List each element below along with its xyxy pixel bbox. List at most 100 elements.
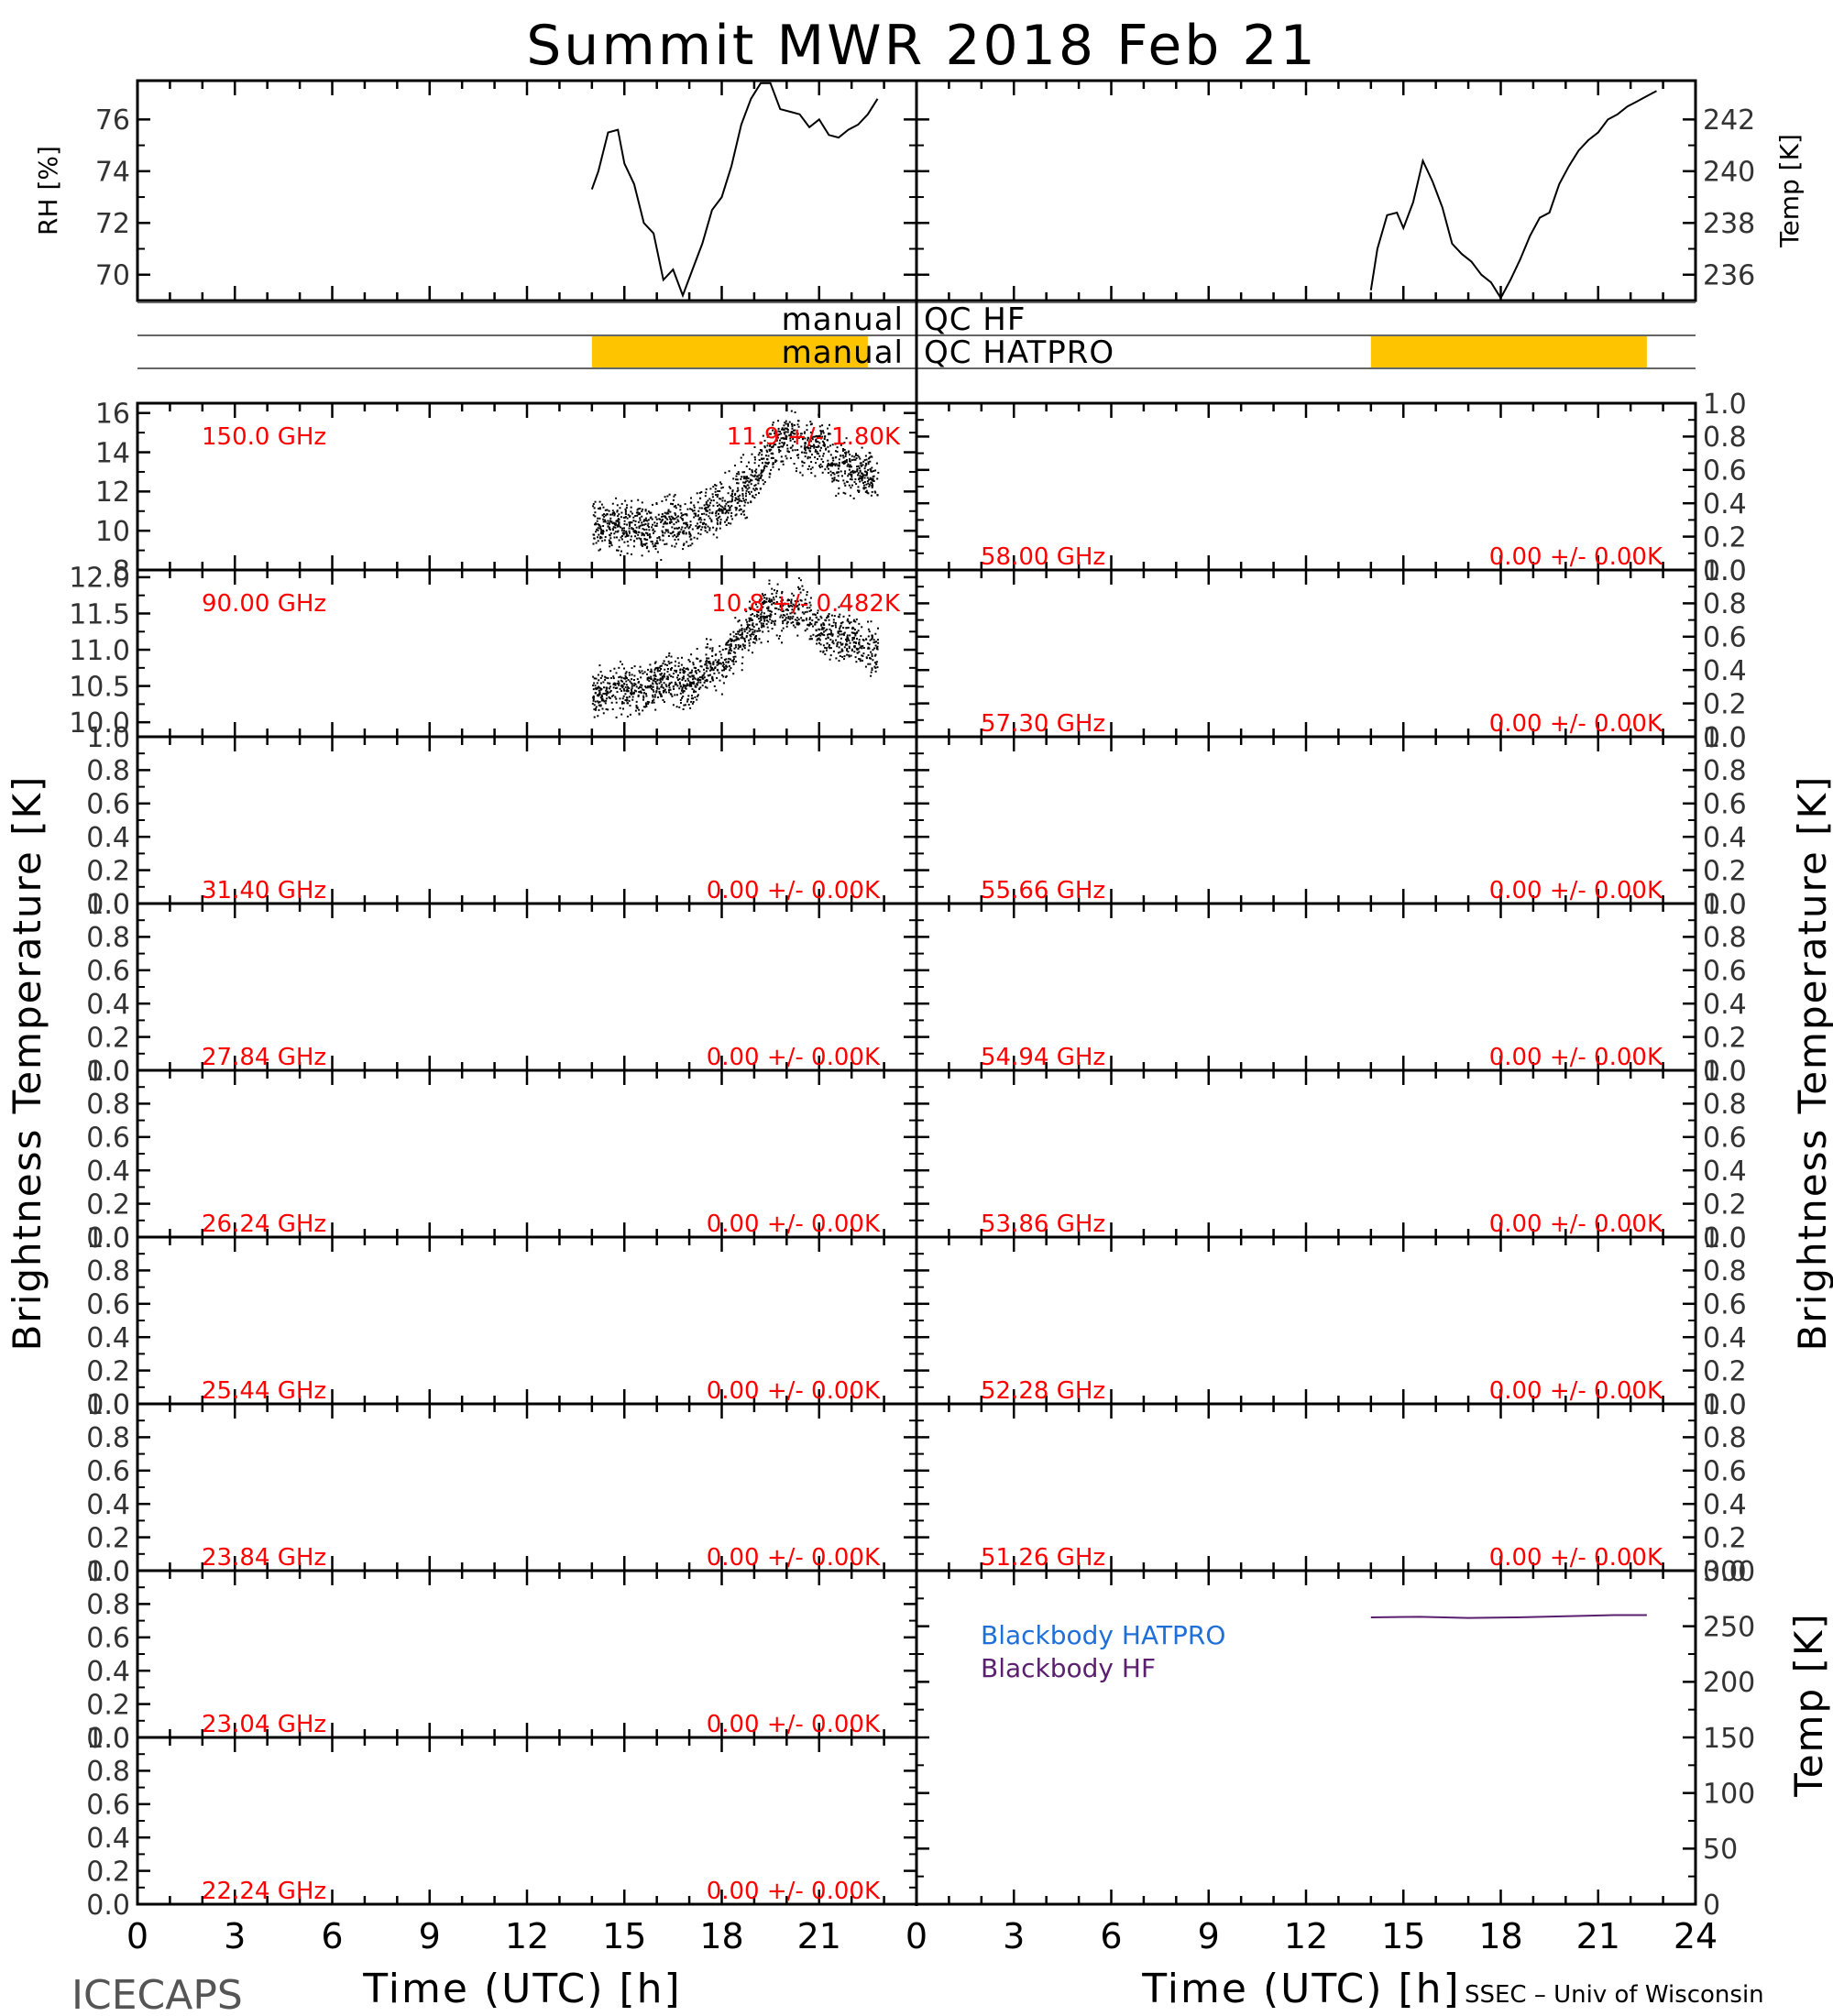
sample-point bbox=[671, 503, 674, 506]
sample-point bbox=[838, 487, 840, 489]
sample-point bbox=[754, 493, 757, 496]
sample-point bbox=[604, 678, 607, 681]
footer-icecaps: ICECAPS bbox=[71, 1972, 243, 2016]
sample-point bbox=[599, 528, 602, 531]
y-tick-label: 242 bbox=[1703, 104, 1755, 137]
sample-point bbox=[631, 667, 633, 669]
sample-point bbox=[859, 480, 862, 483]
sample-point bbox=[705, 523, 708, 526]
sample-point bbox=[654, 680, 657, 683]
sample-point bbox=[752, 475, 754, 477]
sample-point bbox=[855, 453, 857, 455]
sample-point bbox=[763, 625, 765, 628]
sample-point bbox=[728, 470, 730, 473]
sample-point bbox=[806, 602, 808, 605]
sample-point bbox=[653, 671, 656, 674]
sample-point bbox=[662, 525, 664, 528]
sample-point bbox=[604, 693, 606, 696]
sample-point bbox=[866, 491, 869, 494]
sample-point bbox=[674, 527, 676, 530]
sample-point bbox=[638, 708, 641, 711]
channel-x-ticks bbox=[136, 1404, 918, 1571]
y-tick-label: 0.0 bbox=[1703, 555, 1747, 587]
sample-point bbox=[854, 458, 857, 461]
sample-point bbox=[693, 504, 696, 507]
sample-point bbox=[616, 520, 619, 521]
channel-frequency-label: 25.44 GHz bbox=[202, 1377, 326, 1405]
sample-point bbox=[790, 410, 793, 412]
sample-point bbox=[763, 622, 764, 625]
sample-point bbox=[847, 651, 850, 653]
sample-point bbox=[766, 626, 769, 629]
sample-point bbox=[714, 490, 717, 493]
sample-point bbox=[630, 535, 632, 538]
x-tick-label-right: 24 bbox=[1674, 1916, 1718, 1956]
sample-point bbox=[866, 477, 869, 479]
sample-point bbox=[707, 643, 708, 645]
sample-point bbox=[726, 641, 729, 644]
sample-point bbox=[687, 704, 690, 706]
sample-point bbox=[598, 691, 601, 694]
sample-point bbox=[876, 477, 879, 480]
sample-point bbox=[741, 499, 743, 502]
sample-point bbox=[655, 691, 658, 694]
sample-point bbox=[774, 459, 777, 462]
sample-point bbox=[717, 493, 719, 496]
sample-point bbox=[822, 461, 825, 463]
sample-point bbox=[682, 708, 685, 710]
sample-point bbox=[791, 427, 794, 430]
sample-point bbox=[693, 691, 695, 694]
sample-point bbox=[749, 480, 752, 483]
sample-point bbox=[627, 685, 629, 688]
sample-point bbox=[691, 542, 694, 545]
sample-point bbox=[741, 637, 744, 640]
y-tick-label: 0.6 bbox=[86, 789, 130, 821]
sample-point bbox=[606, 529, 608, 531]
sample-point bbox=[852, 631, 855, 634]
sample-point bbox=[711, 647, 714, 650]
sample-point bbox=[743, 628, 746, 630]
sample-point bbox=[647, 519, 650, 521]
sample-point bbox=[608, 521, 610, 524]
sample-point bbox=[699, 659, 702, 662]
sample-point bbox=[781, 592, 784, 595]
channel-frequency-label: 26.24 GHz bbox=[202, 1211, 326, 1238]
sample-point bbox=[873, 475, 875, 477]
sample-point bbox=[646, 700, 649, 703]
sample-point bbox=[849, 634, 851, 637]
sample-point bbox=[683, 675, 685, 678]
sample-point bbox=[621, 527, 623, 530]
sample-point bbox=[849, 622, 851, 625]
sample-point bbox=[609, 687, 610, 690]
sample-point bbox=[732, 658, 735, 661]
sample-point bbox=[807, 441, 810, 444]
sample-point bbox=[724, 520, 726, 523]
sample-point bbox=[597, 695, 599, 697]
sample-point bbox=[741, 476, 743, 478]
y-tick-label: 0.2 bbox=[86, 855, 130, 887]
sample-point bbox=[808, 444, 811, 446]
y-tick-label: 0.2 bbox=[86, 1522, 130, 1554]
sample-point bbox=[856, 652, 859, 654]
sample-point bbox=[718, 508, 720, 510]
sample-point bbox=[664, 663, 666, 666]
sample-point bbox=[626, 715, 629, 718]
chart-title: Summit MWR 2018 Feb 21 bbox=[526, 14, 1318, 78]
sample-point bbox=[674, 518, 676, 520]
sample-point bbox=[631, 678, 633, 681]
sample-point bbox=[846, 619, 849, 622]
sample-point bbox=[730, 660, 733, 663]
sample-point bbox=[725, 524, 728, 526]
sample-point bbox=[721, 497, 724, 499]
sample-point bbox=[871, 634, 873, 637]
sample-point bbox=[831, 640, 834, 642]
sample-point bbox=[801, 451, 803, 454]
sample-point bbox=[783, 444, 785, 446]
sample-point bbox=[621, 686, 624, 689]
sample-point bbox=[877, 471, 880, 474]
sample-point bbox=[812, 613, 815, 616]
sample-point bbox=[692, 697, 694, 700]
sample-point bbox=[784, 614, 786, 617]
